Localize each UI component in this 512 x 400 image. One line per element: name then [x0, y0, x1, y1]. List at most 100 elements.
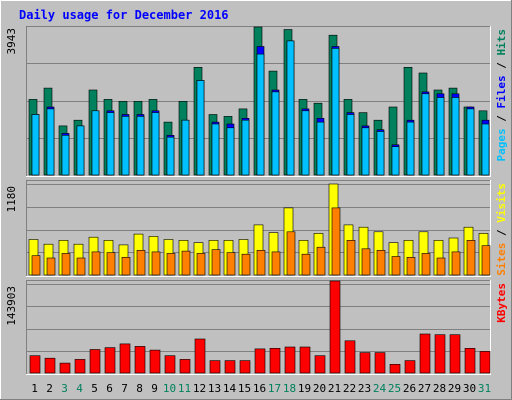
day-label-31: 31	[478, 382, 491, 395]
panel-top-max-label: 3943	[5, 28, 18, 55]
bar-kbytes-day-17	[269, 347, 281, 374]
bar-pages-day-2	[46, 108, 55, 176]
bar-pages-day-16	[256, 53, 265, 176]
bar-pages-day-13	[211, 123, 220, 176]
panel-top-legend-label: Pages / Files / Hits	[495, 29, 508, 162]
bar-pages-day-5	[91, 110, 100, 176]
bar-sites-day-1	[31, 255, 41, 276]
bar-pages-day-22	[346, 114, 355, 176]
legend-part: /	[495, 109, 508, 129]
panel-bottom-legend-label: KBytes	[495, 283, 508, 323]
day-label-29: 29	[448, 382, 461, 395]
bar-sites-day-19	[301, 253, 311, 276]
day-labels-group: 1 2 3 4 5 6 7 8 9 10 11 12 13 14 15 16 17 18 19 20 21 22 23 24 2…	[31, 382, 491, 395]
bar-sites-day-9	[151, 251, 161, 276]
legend-part: Pages	[495, 128, 508, 161]
bar-pages-day-30	[466, 108, 475, 176]
bar-pages-day-15	[241, 119, 250, 176]
bar-sites-day-31	[481, 245, 491, 276]
panels-group: 3943 Pages / Files / Hits 1180 Sites / Visi…	[5, 26, 508, 375]
day-label-30: 30	[463, 382, 476, 395]
bar-kbytes-day-24	[374, 352, 386, 374]
bar-sites-day-23	[361, 248, 371, 276]
bar-kbytes-day-1	[29, 355, 41, 374]
bar-kbytes-day-21	[329, 280, 341, 374]
day-label-14: 14	[223, 382, 237, 395]
bar-sites-day-29	[451, 251, 461, 276]
bar-kbytes-day-4	[74, 359, 86, 374]
day-label-8: 8	[136, 382, 143, 395]
bar-kbytes-day-5	[89, 349, 101, 374]
day-label-3: 3	[61, 382, 68, 395]
bar-kbytes-day-28	[434, 334, 446, 374]
bar-kbytes-day-12	[194, 338, 206, 374]
bar-sites-day-16	[256, 250, 266, 276]
day-label-5: 5	[91, 382, 98, 395]
bar-sites-day-12	[196, 253, 206, 276]
bar-pages-day-10	[166, 136, 175, 176]
bar-pages-day-7	[121, 116, 130, 176]
bar-pages-day-28	[436, 97, 445, 176]
bar-kbytes-day-26	[404, 360, 416, 374]
bar-kbytes-day-25	[389, 363, 401, 374]
panel-bottom-max-label: 143903	[5, 286, 18, 326]
day-label-26: 26	[403, 382, 416, 395]
day-label-27: 27	[418, 382, 431, 395]
day-label-17: 17	[268, 382, 281, 395]
bar-pages-day-20	[316, 121, 325, 176]
bar-kbytes-day-16	[254, 348, 266, 374]
bar-pages-day-6	[106, 112, 115, 176]
bar-pages-day-27	[421, 93, 430, 176]
legend-part: Hits	[495, 29, 508, 56]
day-label-11: 11	[178, 382, 191, 395]
day-label-20: 20	[313, 382, 326, 395]
legend-part: /	[495, 223, 508, 243]
day-label-21: 21	[328, 382, 341, 395]
legend-part: Sites	[495, 243, 508, 276]
bar-sites-day-22	[346, 240, 356, 276]
bar-kbytes-day-3	[59, 362, 71, 374]
bar-sites-day-14	[226, 252, 236, 276]
bar-sites-day-4	[76, 257, 86, 276]
day-label-23: 23	[358, 382, 371, 395]
legend-part: /	[495, 56, 508, 76]
bar-kbytes-day-19	[299, 346, 311, 374]
day-label-4: 4	[76, 382, 83, 395]
bar-kbytes-day-20	[314, 355, 326, 374]
bar-sites-day-7	[121, 256, 131, 276]
day-label-18: 18	[283, 382, 296, 395]
bar-kbytes-day-6	[104, 347, 116, 374]
bar-kbytes-day-13	[209, 360, 221, 374]
bar-pages-day-9	[151, 112, 160, 176]
panel-middle-max-label: 1180	[5, 186, 18, 213]
bar-kbytes-day-27	[419, 333, 431, 374]
bar-pages-day-25	[391, 146, 400, 176]
bar-sites-day-20	[316, 246, 326, 276]
bar-sites-day-18	[286, 231, 296, 276]
panel-top: 3943 Pages / Files / Hits	[5, 26, 508, 177]
bar-sites-day-28	[436, 257, 446, 276]
bar-pages-day-14	[226, 127, 235, 176]
bar-kbytes-day-30	[464, 347, 476, 374]
bar-pages-day-17	[271, 91, 280, 176]
bar-sites-day-26	[406, 256, 416, 276]
bar-kbytes-day-7	[119, 343, 131, 374]
bar-pages-day-12	[196, 80, 205, 176]
panel-bottom: 143903 KBytes	[5, 280, 508, 375]
bar-kbytes-day-15	[239, 360, 251, 374]
bar-sites-day-25	[391, 256, 401, 276]
panel-middle: 1180 Sites / Visits	[5, 180, 508, 277]
day-label-24: 24	[373, 382, 387, 395]
day-label-19: 19	[298, 382, 311, 395]
day-label-13: 13	[208, 382, 221, 395]
bar-kbytes-day-23	[359, 352, 371, 374]
day-label-1: 1	[31, 382, 38, 395]
day-label-9: 9	[151, 382, 158, 395]
bar-sites-day-3	[61, 253, 71, 276]
bar-pages-day-19	[301, 110, 310, 176]
bar-pages-day-29	[451, 97, 460, 176]
bar-sites-day-10	[166, 253, 176, 276]
chart-title: Daily usage for December 2016	[19, 8, 229, 22]
bar-sites-day-17	[271, 251, 281, 276]
bar-kbytes-day-10	[164, 355, 176, 374]
